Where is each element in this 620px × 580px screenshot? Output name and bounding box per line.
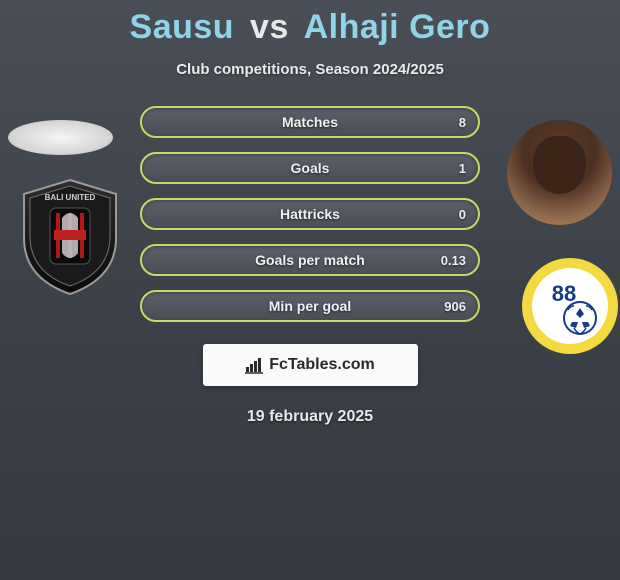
stat-right-value: 906 (444, 299, 466, 314)
player1-photo (8, 120, 113, 155)
player2-club-badge: 88 (520, 256, 620, 356)
stat-label: Goals (291, 160, 330, 176)
player1-club-badge: BALI UNITED (18, 178, 123, 296)
stat-row: Hattricks 0 (140, 198, 480, 230)
stat-right-value: 0 (459, 207, 466, 222)
stat-label: Goals per match (255, 252, 365, 268)
player2-name: Alhaji Gero (304, 8, 491, 46)
stats-container: Matches 8 Goals 1 Hattricks 0 Goals per … (140, 106, 480, 322)
stat-label: Hattricks (280, 206, 340, 222)
branding-badge: FcTables.com (203, 344, 418, 386)
stat-right-value: 0.13 (441, 253, 466, 268)
stat-row: Min per goal 906 (140, 290, 480, 322)
stat-right-value: 1 (459, 161, 466, 176)
svg-text:BALI UNITED: BALI UNITED (45, 193, 96, 202)
stat-right-value: 8 (459, 115, 466, 130)
comparison-title: Sausu vs Alhaji Gero (0, 0, 620, 47)
svg-text:88: 88 (552, 281, 576, 306)
stat-label: Min per goal (269, 298, 351, 314)
chart-bar-icon (245, 356, 263, 374)
player2-photo (507, 120, 612, 225)
stat-row: Goals 1 (140, 152, 480, 184)
vs-label: vs (250, 8, 289, 46)
stat-row: Matches 8 (140, 106, 480, 138)
stat-label: Matches (282, 114, 338, 130)
stat-row: Goals per match 0.13 (140, 244, 480, 276)
season-subtitle: Club competitions, Season 2024/2025 (0, 61, 620, 78)
comparison-date: 19 february 2025 (0, 408, 620, 426)
branding-text: FcTables.com (269, 356, 375, 374)
player1-name: Sausu (130, 8, 235, 46)
